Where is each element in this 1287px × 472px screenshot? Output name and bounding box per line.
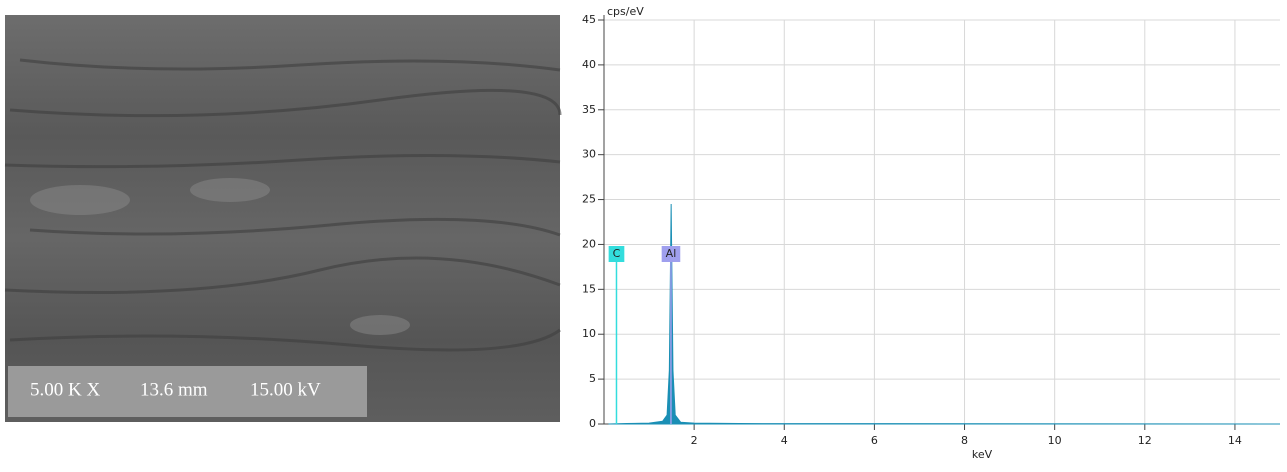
sem-label: 5.00 K X: [30, 379, 100, 400]
sem-label-box: [8, 366, 367, 417]
y-tick-label: 40: [582, 58, 596, 71]
sem-label: 15.00 kV: [250, 379, 321, 400]
element-label-box: [661, 246, 681, 262]
y-tick-label: 25: [582, 193, 596, 206]
y-tick-label: 10: [582, 327, 596, 340]
y-tick-label: 20: [582, 237, 596, 250]
x-axis-label: keV: [972, 448, 993, 461]
element-label: Al: [666, 247, 677, 260]
sem-label: 13.6 mm: [140, 379, 208, 400]
spectrum-chart: 0 5 10 15 20 25 30 35 40 45 2 4 6 8 10 12 14 cps/eV keV C Al: [582, 5, 1281, 461]
y-tick-label: 45: [582, 13, 596, 26]
x-tick-label: 14: [1228, 434, 1242, 447]
x-tick-label: 2: [691, 434, 698, 447]
x-tick-label: 10: [1048, 434, 1062, 447]
y-axis-label: cps/eV: [607, 5, 644, 18]
element-label-box: [608, 246, 625, 262]
y-tick-label: 5: [589, 372, 596, 385]
y-tick-label: 15: [582, 282, 596, 295]
y-tick-label: 35: [582, 103, 596, 116]
spectrum: [608, 204, 1281, 425]
x-tick-label: 6: [871, 434, 878, 447]
x-tick-label: 12: [1138, 434, 1152, 447]
y-tick-label: 30: [582, 148, 596, 161]
sem-image: 5.00 K X 13.6 mm 15.00 kV: [4, 15, 562, 422]
element-label: C: [613, 247, 621, 260]
x-tick-label: 8: [961, 434, 968, 447]
y-tick-label: 0: [589, 417, 596, 430]
x-tick-label: 4: [781, 434, 788, 447]
